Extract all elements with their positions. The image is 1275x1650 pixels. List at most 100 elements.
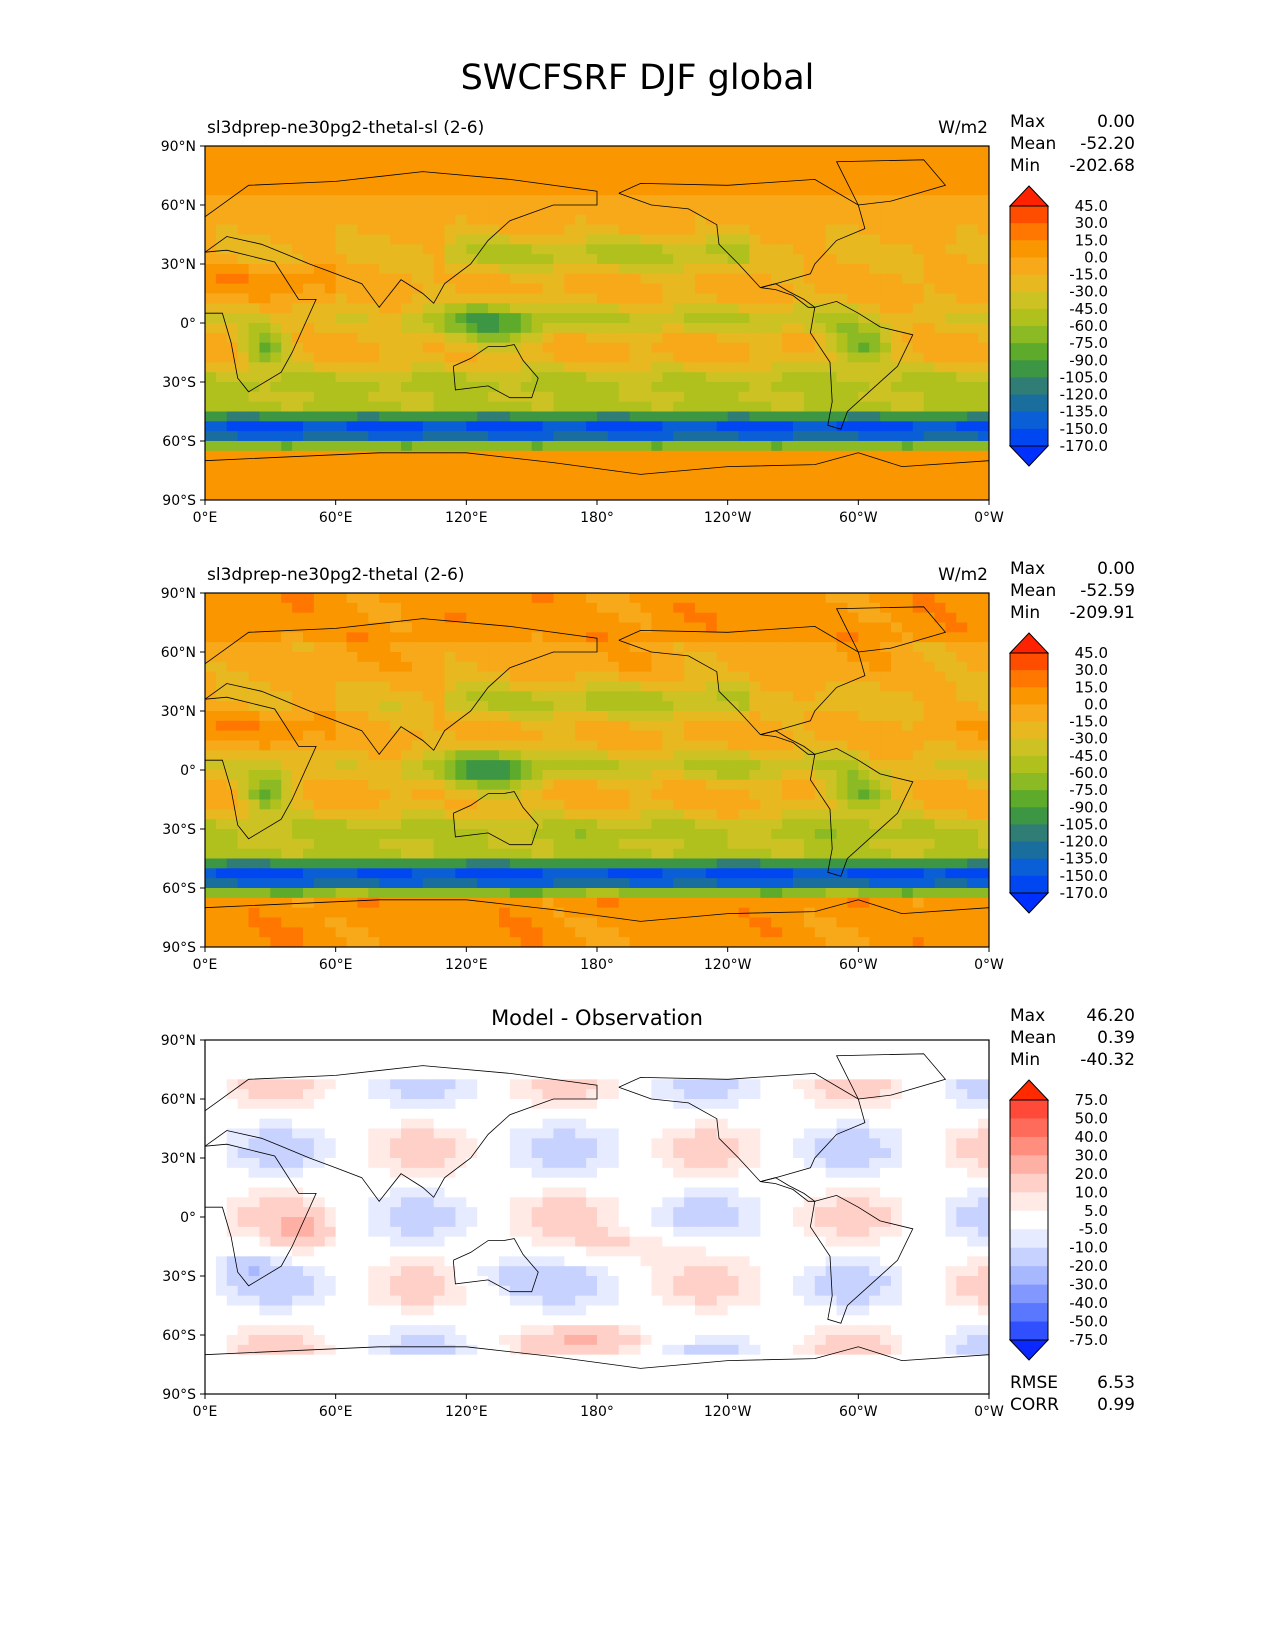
field-cell <box>618 175 631 186</box>
field-cell <box>956 750 968 761</box>
field-cell <box>760 323 772 334</box>
field-cell <box>912 730 925 742</box>
field-cell <box>488 848 500 860</box>
field-cell <box>793 593 805 604</box>
field-cell <box>237 195 250 206</box>
field-cell <box>259 470 271 481</box>
field-cell <box>553 460 565 472</box>
field-cell <box>967 829 979 840</box>
field-cell <box>237 155 250 167</box>
field-cell <box>357 391 369 403</box>
field-cell <box>313 323 326 334</box>
field-cell <box>738 165 751 177</box>
field-cell <box>803 789 816 801</box>
field-cell <box>237 185 250 196</box>
field-cell <box>825 593 838 604</box>
field-cell <box>303 779 315 791</box>
field-cell <box>466 612 478 624</box>
field-cell <box>335 740 348 751</box>
field-cell <box>292 352 304 363</box>
field-cell <box>324 622 337 633</box>
field-cell <box>771 868 783 879</box>
field-cell <box>923 480 936 491</box>
field-cell <box>215 175 228 186</box>
field-cell <box>662 838 674 850</box>
field-cell <box>422 470 435 481</box>
field-cell <box>738 490 751 500</box>
field-cell <box>793 372 805 383</box>
field-cell <box>749 681 761 692</box>
field-cell <box>553 450 565 462</box>
field-cell <box>237 450 250 462</box>
field-cell <box>466 244 478 255</box>
field-cell <box>466 691 478 702</box>
field-cell <box>607 244 620 255</box>
field-cell <box>793 264 805 275</box>
field-cell <box>346 323 359 334</box>
field-cell <box>923 593 936 604</box>
field-cell <box>411 431 424 442</box>
field-cell <box>901 490 914 500</box>
field-cell <box>313 175 326 186</box>
field-cell <box>248 681 261 692</box>
field-cell <box>629 809 642 820</box>
field-cell <box>335 612 348 624</box>
field-cell <box>586 411 598 422</box>
field-cell <box>673 789 685 801</box>
field-cell <box>205 441 217 452</box>
field-cell <box>346 661 359 673</box>
field-cell <box>292 809 304 820</box>
field-cell <box>226 332 239 344</box>
field-cell <box>912 691 925 702</box>
field-cell <box>673 244 685 255</box>
field-cell <box>760 740 772 751</box>
field-cell <box>793 819 805 830</box>
field-cell <box>564 441 576 452</box>
field-cell <box>891 789 903 801</box>
field-cell <box>303 593 315 604</box>
field-cell <box>281 730 293 742</box>
field-cell <box>956 175 968 186</box>
field-cell <box>803 760 816 771</box>
field-cell <box>553 878 565 889</box>
field-cell <box>629 352 642 363</box>
field-cell <box>814 897 827 909</box>
field-cell <box>836 720 849 732</box>
field-cell <box>749 691 761 702</box>
field-cell <box>368 401 380 413</box>
field-cell <box>771 450 783 462</box>
field-cell <box>215 642 228 653</box>
field-cell <box>662 175 674 186</box>
field-cell <box>912 411 925 422</box>
field-cell <box>912 740 925 751</box>
field-cell <box>727 175 740 186</box>
field-cell <box>618 146 631 157</box>
field-cell <box>477 185 489 196</box>
field-cell <box>912 244 925 255</box>
field-cell <box>945 264 957 275</box>
field-cell <box>357 214 369 226</box>
field-cell <box>934 283 947 295</box>
field-cell <box>858 264 870 275</box>
field-cell <box>455 740 467 751</box>
field-cell <box>814 185 827 196</box>
field-cell <box>978 642 989 653</box>
field-cell <box>270 809 282 820</box>
field-cell <box>978 273 989 285</box>
field-cell <box>509 819 522 830</box>
field-cell <box>292 681 304 692</box>
field-cell <box>978 671 989 683</box>
field-cell <box>335 750 348 761</box>
field-cell <box>444 652 457 663</box>
field-cell <box>803 681 816 692</box>
field-cell <box>858 175 870 186</box>
field-cell <box>303 809 315 820</box>
field-cell <box>270 730 282 742</box>
field-cell <box>618 593 631 604</box>
field-cell <box>553 858 565 869</box>
field-cell <box>901 155 914 167</box>
field-cell <box>390 868 402 879</box>
field-cell <box>847 652 859 663</box>
field-cell <box>531 622 544 633</box>
field-cell <box>847 612 859 624</box>
